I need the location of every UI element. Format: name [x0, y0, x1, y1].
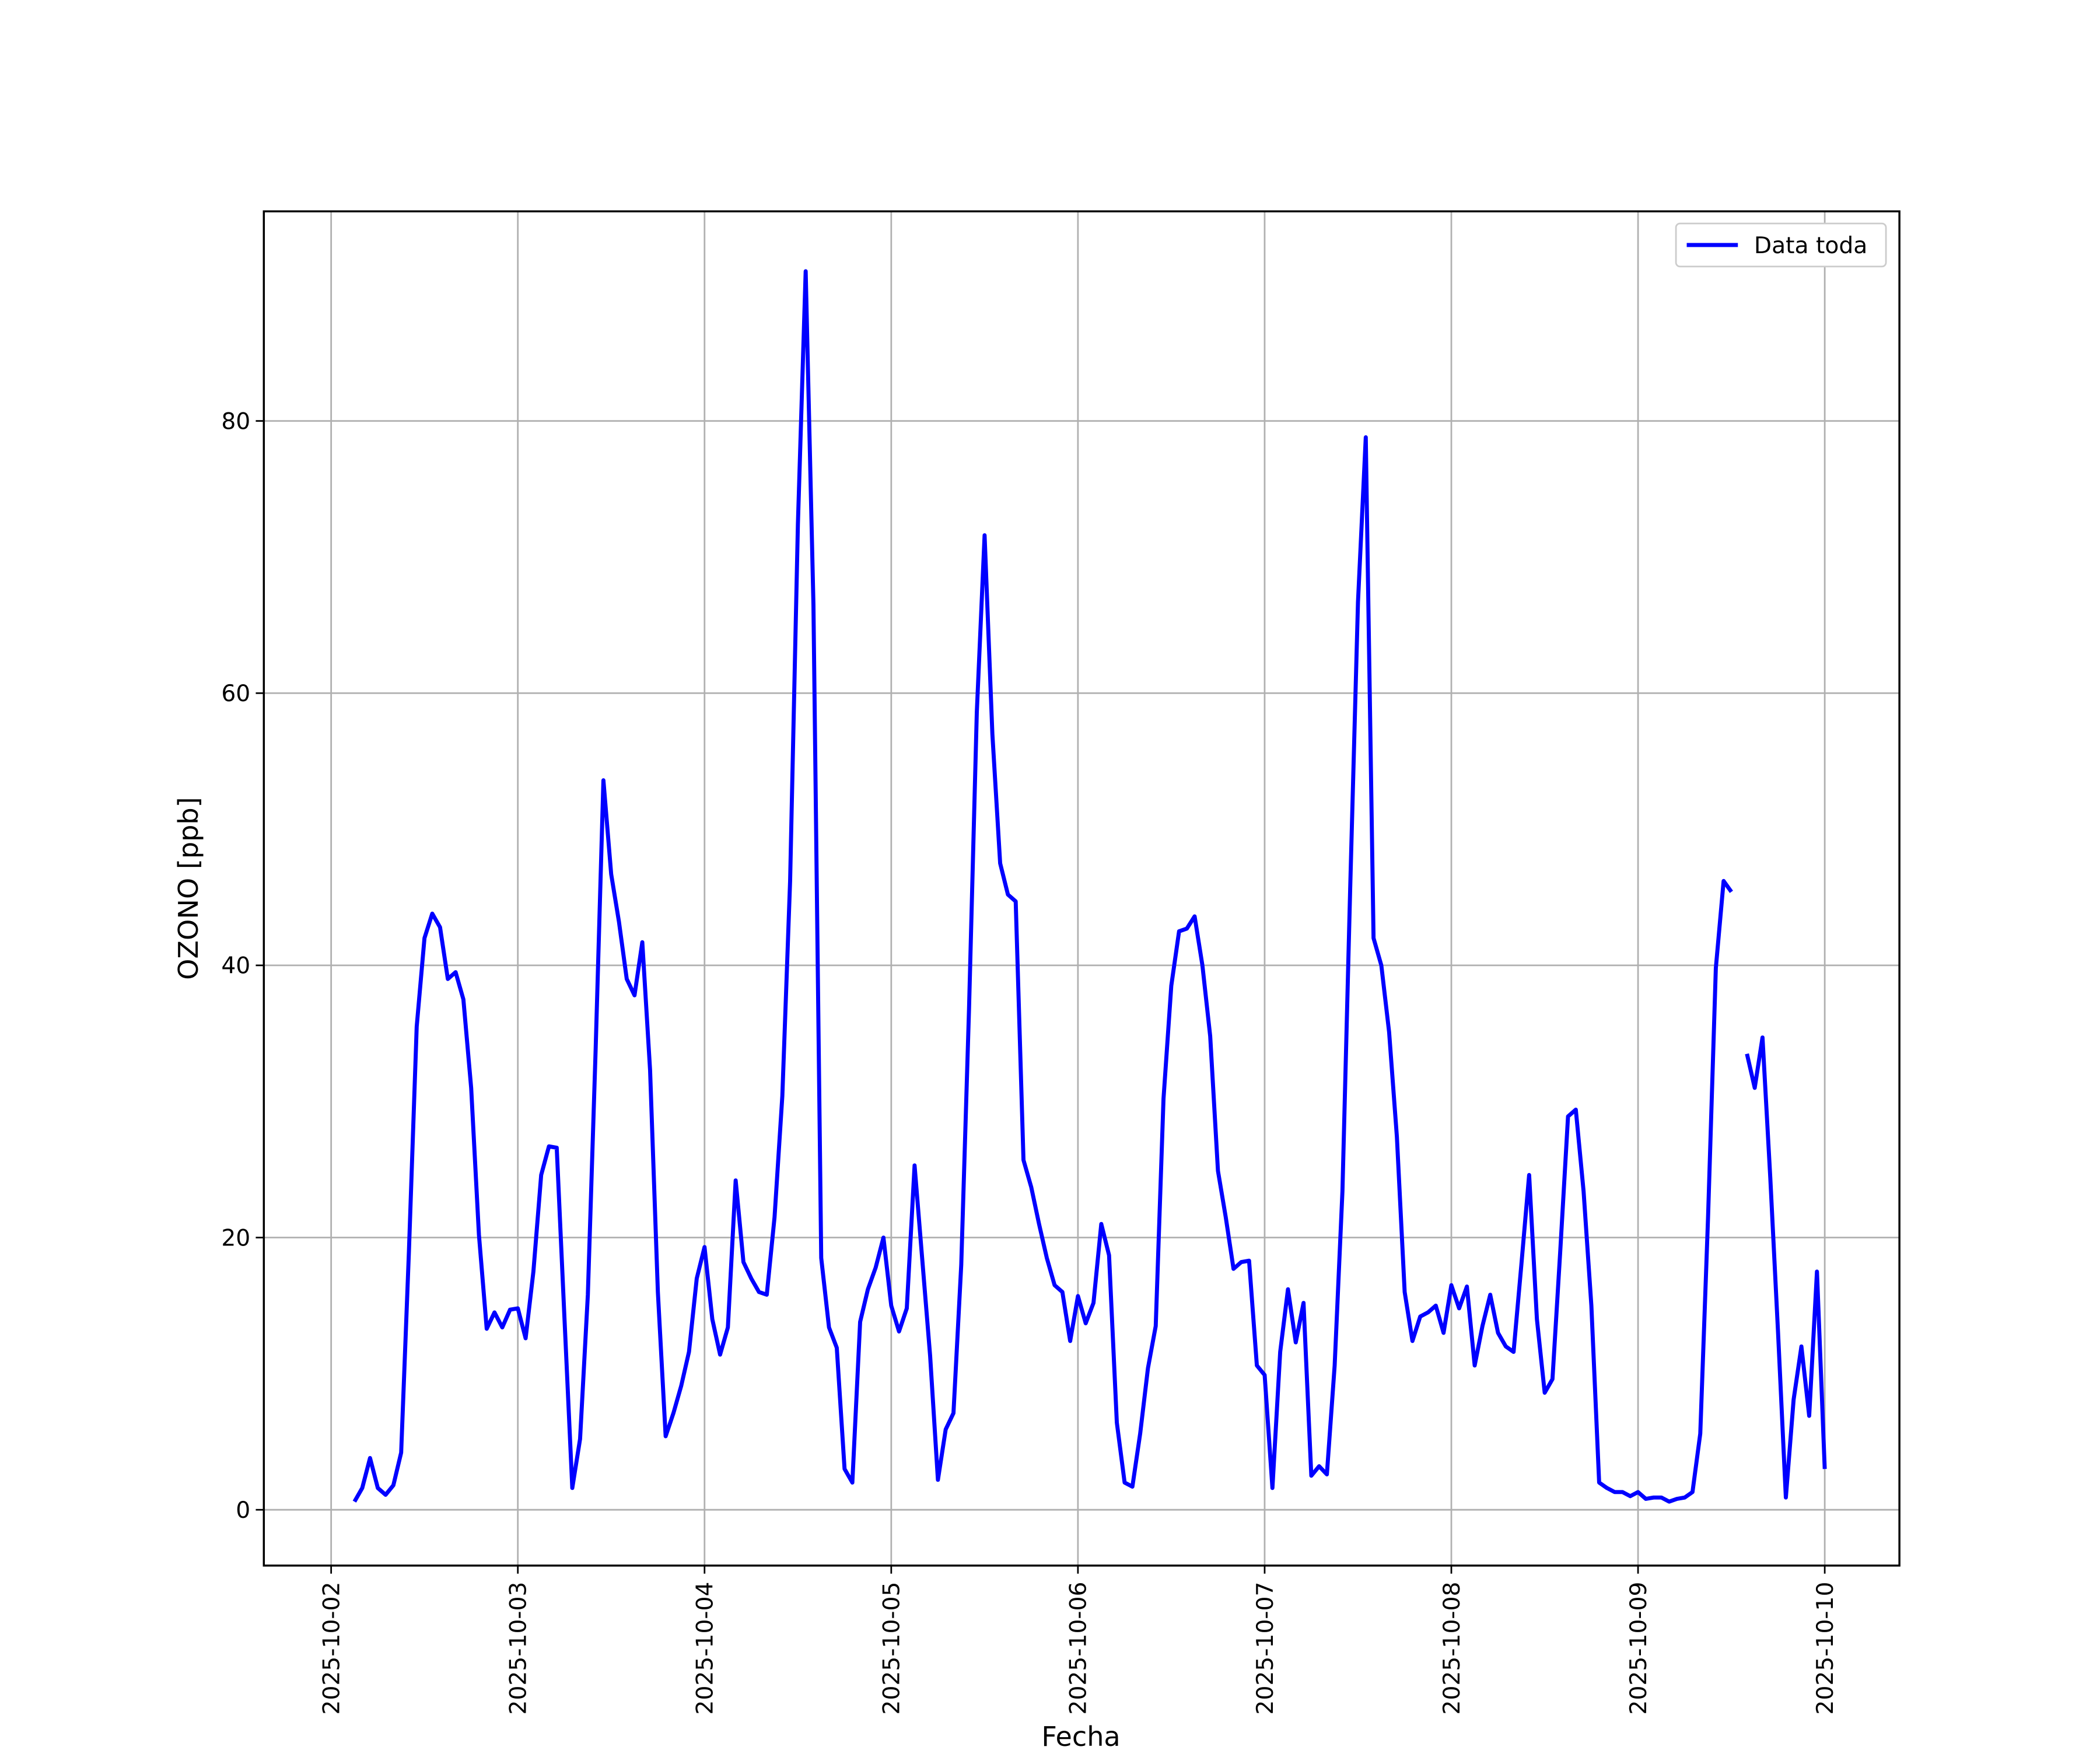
x-tick-label: 2025-10-06	[1066, 1582, 1092, 1715]
x-tick-label: 2025-10-05	[879, 1582, 905, 1715]
x-axis-label: Fecha	[1041, 1721, 1120, 1750]
y-tick-label: 40	[221, 953, 250, 979]
x-tick-label: 2025-10-04	[692, 1582, 719, 1715]
y-tick-label: 80	[221, 408, 250, 435]
legend-box	[1675, 222, 1887, 268]
x-tick-label: 2025-10-08	[1439, 1582, 1465, 1715]
data-line	[352, 269, 1827, 1504]
x-tick-label: 2025-10-07	[1252, 1582, 1279, 1715]
y-tick-label: 60	[221, 681, 250, 707]
legend-label: Data toda	[1754, 233, 1867, 259]
x-tick-label: 2025-10-03	[506, 1582, 532, 1715]
y-tick-label: 20	[221, 1225, 250, 1251]
x-tick-label: 2025-10-09	[1626, 1582, 1652, 1715]
x-tick-label: 2025-10-10	[1812, 1582, 1839, 1715]
y-tick-label: 0	[236, 1497, 250, 1524]
y-axis-label: OZONO [ppb]	[173, 797, 204, 980]
plot-frame	[262, 210, 1901, 1567]
x-tick-label: 2025-10-02	[319, 1582, 345, 1715]
